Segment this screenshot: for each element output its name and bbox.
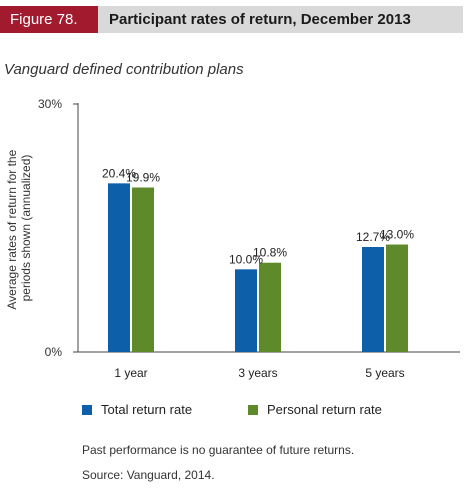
bar-value-label-total: 20.4% xyxy=(102,166,136,180)
legend-item-personal: Personal return rate xyxy=(248,402,382,417)
bar-personal xyxy=(386,244,408,352)
bar-value-label-personal: 19.9% xyxy=(126,170,160,184)
y-axis-label-line-1: Average rates of return for the xyxy=(5,149,19,309)
legend-item-total: Total return rate xyxy=(82,402,192,417)
legend-swatch-total xyxy=(82,405,92,415)
bar-value-label-total: 12.7% xyxy=(356,230,390,244)
figure-title: Participant rates of return, December 20… xyxy=(98,6,463,33)
bar-personal xyxy=(259,262,281,352)
x-category-label: 1 year xyxy=(114,366,147,380)
bar-personal xyxy=(132,187,154,352)
bar-value-label-personal: 10.8% xyxy=(253,246,287,260)
x-category-label: 5 years xyxy=(365,366,404,380)
bar-value-label-total: 10.0% xyxy=(229,252,263,266)
performance-note: Past performance is no guarantee of futu… xyxy=(82,443,355,457)
bar-value-label-personal: 13.0% xyxy=(380,228,414,242)
y-axis-label: Average rates of return for the periods … xyxy=(5,146,33,309)
legend-label-total: Total return rate xyxy=(101,402,193,417)
source-note: Source: Vanguard, 2014. xyxy=(82,468,215,482)
figure-header: Figure 78. Participant rates of return, … xyxy=(0,6,463,33)
y-tick-label: 30% xyxy=(38,97,62,111)
bar-chart: Average rates of return for the periods … xyxy=(5,97,460,380)
legend-label-personal: Personal return rate xyxy=(267,402,382,417)
y-axis-label-line-2: periods shown (annualized) xyxy=(19,155,33,302)
legend-swatch-personal xyxy=(248,405,258,415)
bar-total xyxy=(235,269,257,352)
x-category-label: 3 years xyxy=(238,366,277,380)
y-tick-label: 0% xyxy=(45,345,63,359)
bar-total xyxy=(362,247,384,352)
figure-label: Figure 78. xyxy=(0,6,98,33)
chart-subtitle: Vanguard defined contribution plans xyxy=(4,61,244,78)
bar-total xyxy=(108,183,130,352)
